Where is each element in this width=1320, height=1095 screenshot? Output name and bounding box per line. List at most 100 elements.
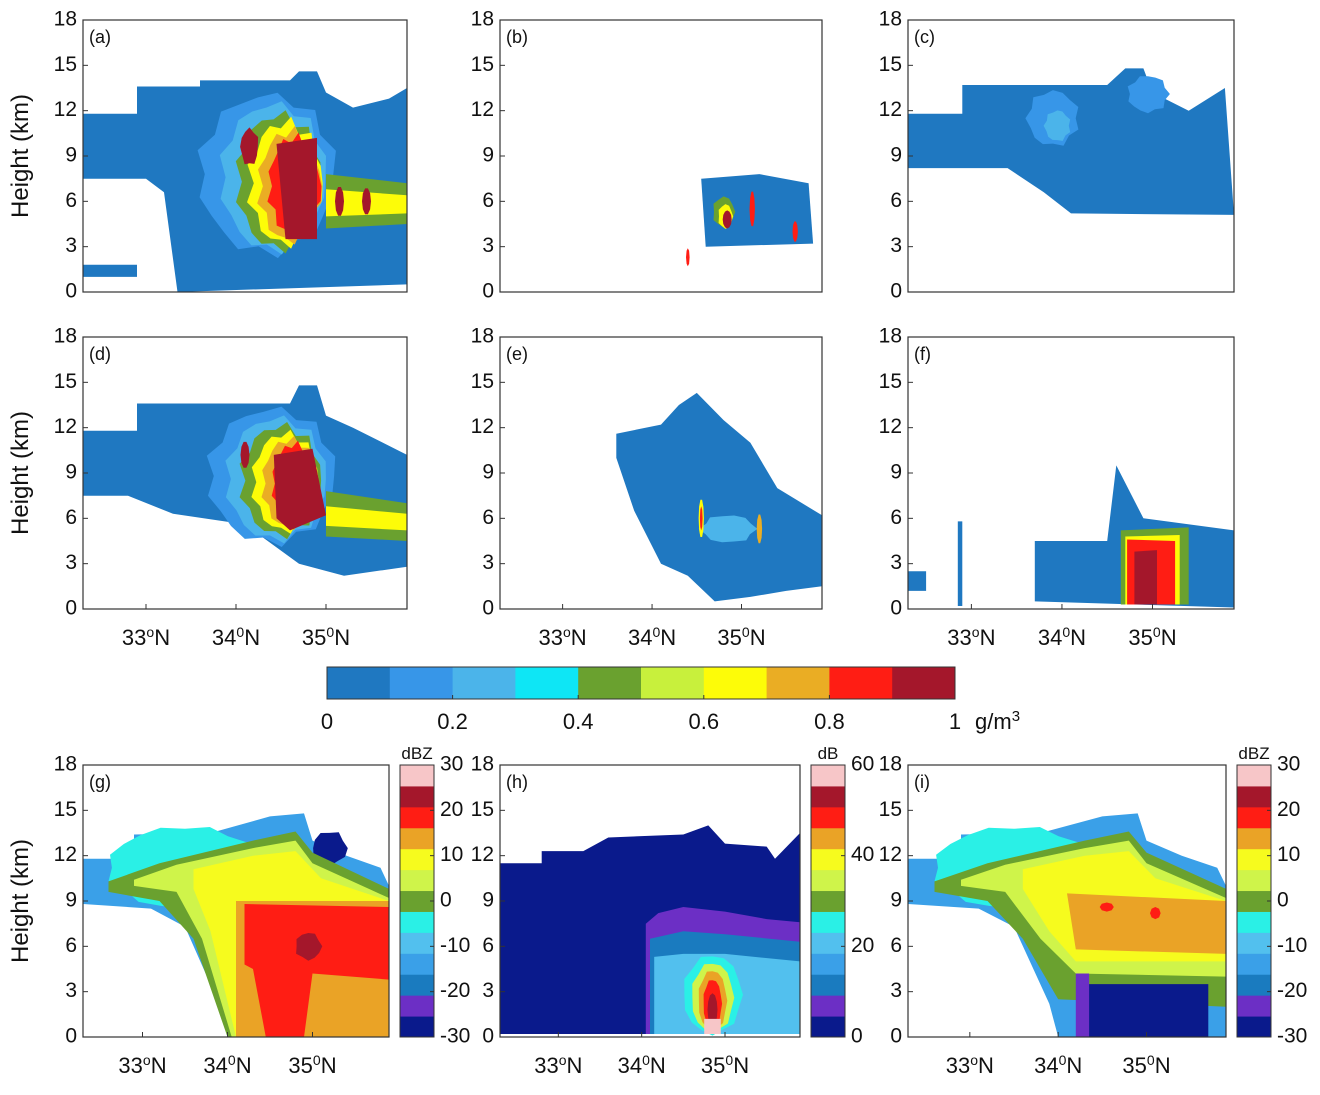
field-layers — [908, 68, 1234, 215]
colorbar-swatch — [400, 974, 434, 996]
colorbar-swatch — [811, 827, 845, 850]
field-layer — [699, 506, 703, 531]
colorbar-tick-label: -20 — [440, 979, 470, 1002]
field-layers — [500, 825, 800, 1036]
side-colorbar: dB 60 40 20 0 — [810, 744, 874, 1048]
y-tick-label: 9 — [482, 461, 494, 484]
colorbar-tick-label: 0.2 — [437, 709, 468, 734]
colorbar-swatch — [400, 869, 434, 892]
x-tick-label: 340N — [618, 1052, 666, 1078]
y-tick-label: 18 — [879, 8, 902, 31]
y-tick-label: 6 — [65, 506, 77, 529]
y-tick-label: 12 — [471, 415, 494, 438]
y-tick-label: 9 — [65, 144, 77, 167]
field-layers — [83, 71, 407, 292]
field-layers — [83, 813, 389, 1037]
y-axis-label: Height (km) — [7, 411, 34, 535]
field-layer — [686, 248, 690, 267]
y-tick-label: 12 — [879, 843, 902, 866]
field-layer — [701, 174, 814, 247]
y-tick-label: 0 — [482, 1025, 494, 1048]
colorbar-swatch — [1237, 1016, 1271, 1038]
field-layer — [704, 1018, 721, 1034]
x-tick-label: 33oN — [539, 624, 587, 650]
field-layer — [707, 993, 718, 1027]
colorbar-frame — [326, 666, 956, 700]
y-tick-label: 6 — [65, 934, 77, 957]
panel-label: (h) — [506, 772, 528, 792]
colorbar-swatch — [1237, 848, 1271, 871]
colorbar-swatch — [1237, 932, 1271, 954]
colorbar-tick-label: 40 — [851, 843, 874, 866]
field-layers — [616, 392, 822, 602]
y-tick-label: 0 — [65, 597, 77, 620]
y-tick-label: 18 — [471, 8, 494, 31]
colorbar-swatch — [400, 1016, 434, 1038]
panel-label: (i) — [914, 772, 930, 792]
field-layers — [83, 385, 407, 576]
field-layer — [296, 933, 323, 961]
y-tick-label: 6 — [65, 189, 77, 212]
field-layer — [957, 521, 963, 606]
colorbar-tick-label: -10 — [440, 934, 470, 957]
y-axis-label: Height (km) — [7, 839, 34, 963]
y-tick-label: 9 — [65, 889, 77, 912]
y-tick-label: 0 — [890, 280, 902, 303]
y-tick-label: 18 — [54, 8, 77, 31]
field-layer — [273, 448, 326, 531]
colorbar-swatch — [400, 827, 434, 850]
panel-label: (c) — [914, 27, 935, 47]
x-tick-label: 340N — [1038, 624, 1086, 650]
field-layer — [1127, 76, 1170, 114]
side-colorbar: dBZ 30 20 10 0 -10 -20 -30 — [1236, 744, 1307, 1048]
y-tick-label: 3 — [65, 551, 77, 574]
colorbar-swatch — [400, 911, 434, 933]
y-tick-label: 6 — [482, 934, 494, 957]
field-layers — [686, 174, 814, 267]
field-layer — [616, 392, 822, 602]
colorbar-swatch — [811, 869, 845, 892]
field-layer — [1067, 893, 1226, 954]
y-tick-label: 15 — [879, 53, 902, 76]
colorbar-swatch — [829, 667, 893, 699]
colorbar-unit: g/m3 — [975, 708, 1020, 735]
panel-label: (f) — [914, 344, 931, 364]
field-layer — [83, 264, 137, 277]
colorbar-swatch — [641, 667, 705, 699]
y-tick-label: 6 — [890, 934, 902, 957]
colorbar-tick-label: -30 — [1277, 1025, 1307, 1048]
y-tick-label: 3 — [65, 979, 77, 1002]
colorbar-swatch — [811, 848, 845, 871]
colorbar-swatch — [1237, 765, 1271, 787]
colorbar-tick-label: 0 — [440, 889, 452, 912]
y-tick-label: 9 — [65, 461, 77, 484]
x-tick-label: 340N — [212, 624, 260, 650]
colorbar-tick-label: 10 — [440, 843, 463, 866]
y-tick-label: 6 — [890, 506, 902, 529]
colorbar-swatch — [811, 995, 845, 1017]
colorbar-tick-label: 20 — [1277, 798, 1300, 821]
y-tick-label: 6 — [482, 506, 494, 529]
y-tick-label: 3 — [890, 979, 902, 1002]
field-layer — [698, 515, 758, 543]
colorbar-tick-label: 1 — [949, 709, 961, 734]
colorbar-title: dB — [818, 744, 839, 763]
panel-f: 0 3 6 9 12 15 18 33oN 340N 350N (f) — [879, 325, 1235, 650]
x-tick-label: 350N — [701, 1052, 749, 1078]
field-layer — [244, 904, 389, 1037]
panel-label: (d) — [89, 344, 111, 364]
field-layers — [908, 813, 1226, 1037]
y-tick-label: 18 — [471, 325, 494, 348]
colorbar-swatch — [400, 765, 434, 787]
panel-g: 0 3 6 9 12 15 18 Height (km) 33oN 340N 350N (g) dBZ 3… — [7, 744, 470, 1078]
y-tick-label: 3 — [482, 234, 494, 257]
field-layer — [240, 441, 250, 468]
colorbar-swatch — [1237, 869, 1271, 892]
main-colorbar: 0 0.2 0.4 0.6 0.8 1 g/m3 — [321, 666, 1020, 735]
colorbar-swatch — [1237, 785, 1271, 808]
colorbar-tick-label: 60 — [851, 753, 874, 776]
colorbar-tick-label: -30 — [440, 1025, 470, 1048]
colorbar-swatch — [811, 974, 845, 996]
y-tick-label: 15 — [879, 798, 902, 821]
y-tick-label: 3 — [65, 234, 77, 257]
